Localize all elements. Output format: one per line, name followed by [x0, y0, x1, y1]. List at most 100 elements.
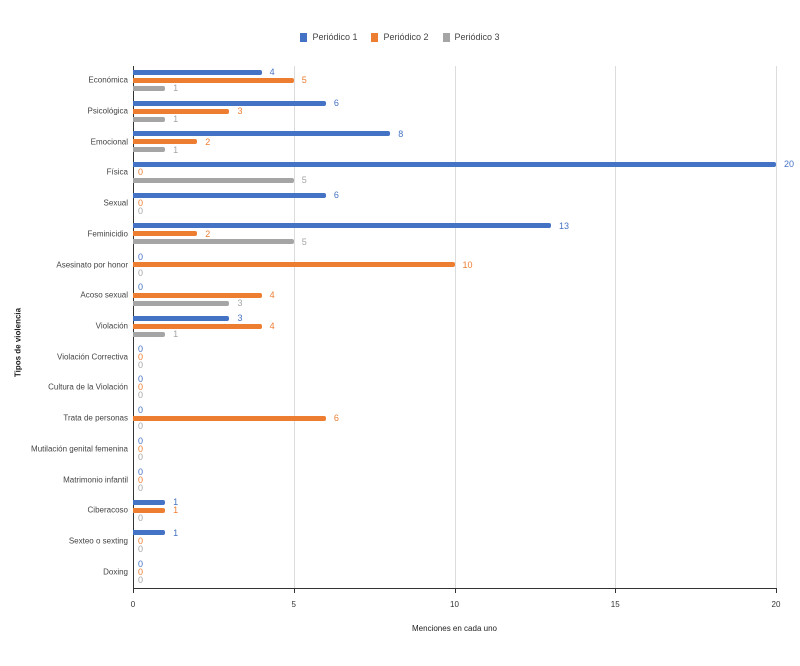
x-tick-label: 10: [450, 600, 459, 609]
bar[interactable]: [133, 85, 166, 91]
bar[interactable]: [133, 100, 326, 106]
data-label: 2: [205, 136, 211, 147]
x-tick: [615, 588, 617, 593]
data-label: 4: [269, 67, 275, 78]
gridline: [454, 66, 456, 588]
bar[interactable]: [133, 131, 391, 137]
data-label: 0: [138, 451, 144, 462]
data-label: 0: [138, 343, 144, 354]
bar[interactable]: [133, 239, 294, 245]
data-label: 6: [333, 413, 339, 424]
x-tick-label: 5: [291, 600, 296, 609]
gridline: [293, 66, 295, 588]
data-label: 0: [138, 482, 144, 493]
legend-swatch: [300, 32, 308, 42]
category-label: Emocional: [90, 137, 128, 147]
legend-swatch: [371, 32, 379, 42]
x-axis-title: Menciones en cada uno: [412, 624, 497, 633]
data-label: 1: [173, 497, 179, 508]
legend-item[interactable]: Periódico 2: [371, 32, 429, 42]
data-label: 1: [173, 329, 179, 339]
y-axis-title: Tipos de violencia: [13, 307, 23, 378]
data-label: 0: [138, 421, 144, 432]
bar[interactable]: [133, 415, 326, 421]
data-label: 0: [138, 206, 144, 217]
bar[interactable]: [133, 139, 198, 145]
bar[interactable]: [133, 262, 455, 268]
bar[interactable]: [133, 231, 198, 237]
bar[interactable]: [133, 223, 551, 229]
bar[interactable]: [133, 331, 166, 337]
legend-swatch: [442, 32, 450, 42]
bar[interactable]: [133, 315, 230, 321]
data-label: 0: [138, 374, 144, 385]
bar[interactable]: [133, 499, 166, 505]
category-label: Matrimonio infantil: [63, 475, 128, 485]
data-label: 0: [138, 282, 144, 293]
plot-area: [133, 66, 777, 588]
data-label: 0: [138, 198, 144, 209]
category-label: Psicológica: [87, 106, 128, 116]
data-label: 1: [173, 83, 179, 94]
category-label: Acoso sexual: [80, 290, 128, 300]
category-label: Cultura de la Violación: [48, 382, 128, 392]
data-label: 13: [558, 220, 569, 231]
bar[interactable]: [133, 77, 294, 83]
data-label: 5: [301, 236, 307, 247]
data-label: 3: [237, 313, 243, 323]
data-label: 4: [269, 290, 275, 301]
gridline: [776, 66, 777, 588]
x-tick-label: 0: [130, 600, 136, 609]
data-label: 0: [138, 443, 144, 454]
data-label: 6: [333, 98, 339, 109]
data-label: 0: [138, 251, 144, 262]
data-label: 0: [138, 382, 144, 393]
category-label: Física: [106, 167, 128, 177]
category-label: Asesinato por honor: [56, 260, 128, 270]
data-label: 5: [301, 75, 307, 86]
category-label: Violación Correctiva: [57, 352, 128, 362]
bar[interactable]: [133, 192, 326, 198]
data-label: 0: [138, 167, 144, 178]
bar[interactable]: [133, 530, 166, 536]
data-label: 5: [301, 175, 307, 186]
data-label: 0: [138, 267, 144, 278]
x-tick: [776, 588, 777, 593]
bar[interactable]: [133, 292, 262, 298]
bar[interactable]: [133, 177, 294, 183]
bar[interactable]: [133, 161, 776, 167]
data-label: 0: [138, 566, 144, 577]
category-label: Sexteo o sexting: [68, 536, 128, 546]
category-label: Ciberacoso: [87, 505, 128, 515]
data-label: 0: [138, 513, 144, 524]
category-label: Económica: [88, 75, 128, 85]
data-label: 4: [269, 321, 275, 331]
data-label: 0: [138, 543, 144, 554]
data-label: 0: [138, 351, 144, 362]
category-label: Violación: [95, 321, 128, 331]
data-label: 0: [138, 435, 144, 446]
legend-item[interactable]: Periódico 1: [300, 32, 357, 42]
data-label: 1: [173, 505, 179, 516]
category-label: Trata de personas: [63, 413, 128, 423]
x-tick: [293, 588, 295, 593]
bar[interactable]: [133, 323, 262, 329]
data-label: 0: [138, 405, 144, 416]
data-label: 0: [138, 535, 144, 546]
bar[interactable]: [133, 116, 166, 122]
data-label: 8: [398, 128, 404, 139]
legend-label: Periódico 2: [383, 32, 429, 42]
bar[interactable]: [133, 507, 166, 513]
bar[interactable]: [133, 108, 230, 114]
data-label: 0: [138, 359, 144, 370]
data-label: 1: [173, 114, 179, 125]
bar[interactable]: [133, 147, 166, 153]
chart-legend: Periódico 1 Periódico 2 Periódico 3: [0, 32, 800, 42]
data-label: 10: [462, 259, 473, 270]
data-label: 0: [138, 558, 144, 569]
legend-item[interactable]: Periódico 3: [442, 32, 500, 42]
category-label: Sexual: [103, 198, 128, 208]
data-label: 3: [237, 106, 243, 117]
bar[interactable]: [133, 300, 230, 306]
bar[interactable]: [133, 69, 262, 75]
